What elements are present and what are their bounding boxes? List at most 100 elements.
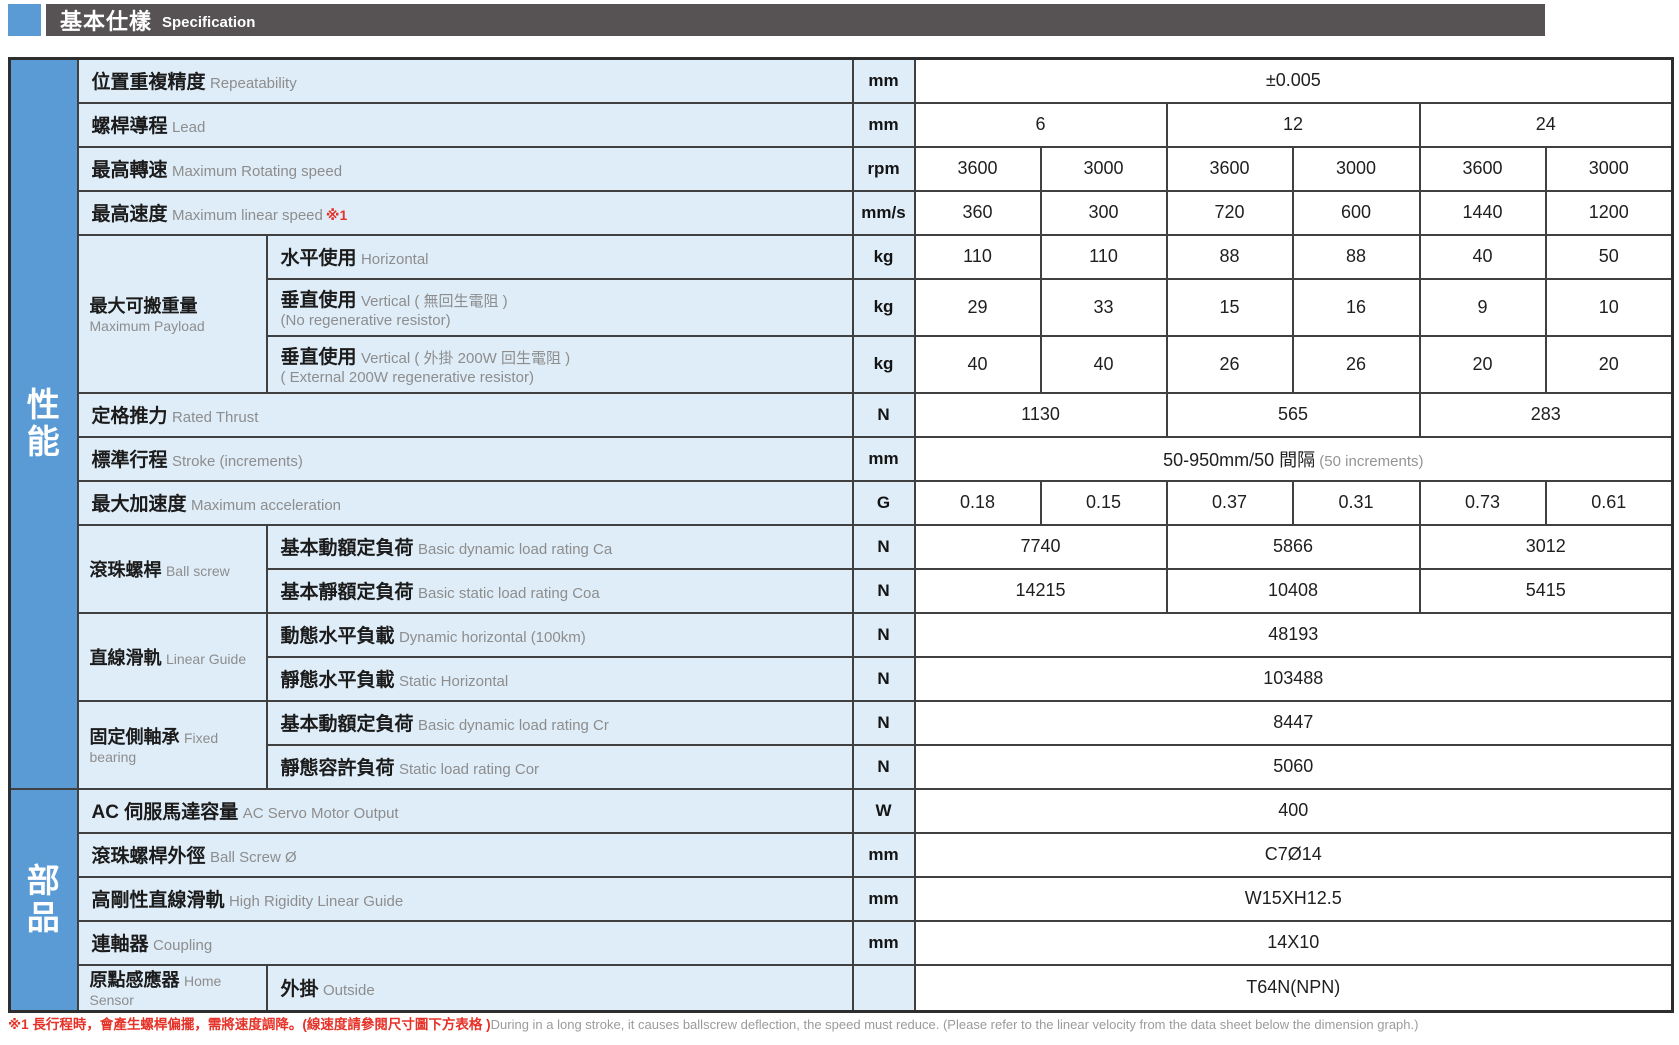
sub-label-en: Basic static load rating Coa (417, 585, 600, 602)
sub-label-cell: 垂直使用 Vertical ( 外掛 200W 回生電阻 )( External… (265, 334, 854, 394)
sub-label-cell: 垂直使用 Vertical ( 無回生電阻 ) (No regenerative … (265, 277, 854, 337)
row-label-en: AC Servo Motor Output (242, 805, 399, 822)
spec-row: 最高速度 Maximum linear speed ※1 mm/s 360 300 720… (10, 189, 1674, 236)
value-cell: 600 (1291, 189, 1421, 236)
value-cell: 12 (1165, 101, 1421, 148)
row-label-cell: 高剛性直線滑軌 High Rigidity Linear Guide (76, 875, 854, 922)
value-cell: 1130 (913, 391, 1168, 438)
group-label-en: Home Sensor (89, 972, 222, 1008)
row-label-zh: 定格推力 (91, 406, 168, 427)
row-label-cell: 連軸器 Coupling (76, 919, 854, 966)
value-cell: 565 (1165, 391, 1421, 438)
unit-cell: G (851, 479, 916, 526)
page-title-zh: 基本仕樣 (60, 9, 153, 34)
value-gray-suffix: (50 increments) (1315, 452, 1424, 470)
spec-row: 固定側軸承 Fixed bearing 基本動額定負荷 Basic dynamic… (10, 699, 1674, 790)
value-cell: 16 (1291, 277, 1421, 337)
value-cell: 0.18 (913, 479, 1042, 526)
row-label-en: Maximum linear speed (171, 207, 323, 224)
group-label-zh: 固定側軸承 (89, 726, 180, 747)
value-cell: 1200 (1544, 189, 1674, 236)
group-label-cell: 滾珠螺桿 Ball screw (76, 523, 268, 614)
value-cell: 3000 (1291, 145, 1421, 192)
sub-label-en: Horizontal (360, 251, 429, 268)
row-label-zh: 高剛性直線滑軌 (91, 890, 225, 911)
value-cell: 3600 (913, 145, 1042, 192)
value-cell: 29 (913, 277, 1042, 337)
value-cell: 40 (1039, 334, 1168, 394)
value-cell: 103488 (913, 655, 1674, 702)
sub-label-cell: 水平使用 Horizontal (265, 233, 854, 280)
unit-cell: mm (851, 875, 916, 922)
sub-label-zh: 靜態容許負荷 (280, 758, 395, 779)
unit-cell: N (851, 567, 916, 614)
section-label-cell: 性能 (8, 57, 79, 790)
value-cell: 720 (1165, 189, 1294, 236)
group-label-zh: 原點感應器 (89, 969, 180, 990)
value-cell: 0.61 (1544, 479, 1674, 526)
value-cell: 14215 (913, 567, 1168, 614)
value-cell: 24 (1418, 101, 1674, 148)
value-cell: 26 (1291, 334, 1421, 394)
unit-cell: N (851, 523, 916, 570)
row-label-zh: 最高轉速 (91, 160, 168, 181)
footnote: ※1 長行程時，會產生螺桿偏擺，需將速度調降。(線速度請參閱尺寸圖下方表格 )D… (8, 1013, 1674, 1034)
row-label-zh: 最高速度 (91, 204, 168, 225)
value-cell: 50-950mm/50 間隔 (50 increments) (913, 435, 1674, 482)
row-label-cell: 最高速度 Maximum linear speed ※1 (76, 189, 854, 236)
sub-label-cell: 基本動額定負荷 Basic dynamic load rating Ca (265, 523, 854, 570)
row-label-zh: 最大加速度 (91, 494, 187, 515)
row-label-en: Lead (171, 119, 206, 136)
value-cell: 3000 (1039, 145, 1168, 192)
value-cell: 14X10 (913, 919, 1674, 966)
value-cell: 3600 (1165, 145, 1294, 192)
sub-label-zh: 基本動額定負荷 (280, 538, 414, 559)
value-cell: 110 (913, 233, 1042, 280)
sub-label-line2: (No regenerative resistor) (280, 312, 451, 330)
group-label-en: Fixed bearing (89, 729, 219, 765)
spec-row: 部品 AC 伺服馬達容量 AC Servo Motor Output W 400 (8, 787, 1674, 1012)
value-cell: 283 (1418, 391, 1674, 438)
unit-cell: kg (851, 233, 916, 280)
value-cell: 400 (913, 787, 1674, 834)
value-cell: 110 (1039, 233, 1168, 280)
sub-label-en: Vertical ( 無回生電阻 ) (360, 293, 508, 311)
sub-label-zh: 垂直使用 (280, 290, 357, 312)
value-cell: 8447 (913, 699, 1674, 746)
row-label-en: Coupling (152, 937, 213, 954)
sub-label-zh: 基本靜額定負荷 (280, 582, 414, 603)
row-label-cell: 螺桿導程 Lead (76, 101, 854, 148)
spec-row: 標準行程 Stroke (increments) mm 50-950mm/50 間隔… (10, 435, 1674, 482)
sub-label-line2: ( External 200W regenerative resistor) (280, 369, 534, 387)
row-label-note: ※1 (325, 207, 348, 223)
sub-label-en: Basic dynamic load rating Ca (417, 541, 613, 558)
sub-label-cell: 基本動額定負荷 Basic dynamic load rating Cr (265, 699, 854, 746)
spec-row: 螺桿導程 Lead mm 6 12 24 (10, 101, 1674, 148)
value-cell: 5866 (1165, 523, 1421, 570)
value-cell: W15XH12.5 (913, 875, 1674, 922)
accent-square (8, 4, 41, 36)
unit-cell: N (851, 655, 916, 702)
row-label-cell: 滾珠螺桿外徑 Ball Screw Ø (76, 831, 854, 878)
value-cell: 0.73 (1418, 479, 1547, 526)
sub-label-cell: 基本靜額定負荷 Basic static load rating Coa (265, 567, 854, 614)
section-label: 部品 (26, 861, 61, 936)
value-cell: 300 (1039, 189, 1168, 236)
sub-label-en: Vertical ( 外掛 200W 回生電阻 ) (360, 350, 571, 368)
group-label-cell: 直線滑軌 Linear Guide (76, 611, 268, 702)
unit-cell: mm (851, 101, 916, 148)
row-label-cell: 標準行程 Stroke (increments) (76, 435, 854, 482)
row-label-cell: AC 伺服馬達容量 AC Servo Motor Output (76, 787, 854, 834)
row-label-en: Maximum acceleration (190, 497, 342, 514)
value-cell: 3000 (1544, 145, 1674, 192)
row-label-en: Rated Thrust (171, 409, 259, 426)
row-label-en: Ball Screw Ø (209, 849, 297, 866)
footnote-en: During in a long stroke, it causes balls… (490, 1017, 1419, 1032)
value-cell: 360 (913, 189, 1042, 236)
spec-row: 定格推力 Rated Thrust N 1130 565 283 (10, 391, 1674, 438)
value-cell: 26 (1165, 334, 1294, 394)
spec-row: 靜態容許負荷 Static load rating Cor N 5060 (10, 743, 1674, 790)
value-cell: 15 (1165, 277, 1294, 337)
sub-label-en: Basic dynamic load rating Cr (417, 717, 609, 734)
